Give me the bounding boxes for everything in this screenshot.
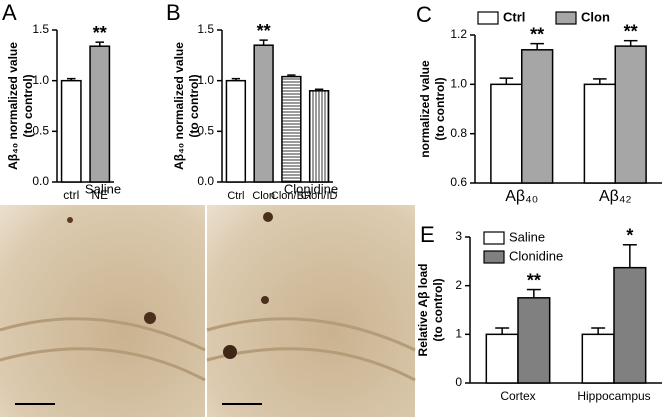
y-tick-label: 0 — [455, 375, 462, 389]
bar — [281, 75, 302, 183]
y-tick-label: 1.0 — [450, 77, 467, 91]
y-tick-label: 1 — [455, 327, 462, 341]
y-tick-label: 3 — [455, 229, 462, 243]
panel-d: D Saline Clonidine — [0, 181, 416, 417]
image-label: Saline — [85, 181, 121, 196]
x-tick-label: Aβ₄₂ — [599, 188, 632, 205]
legend-label: Clon — [581, 9, 610, 24]
legend-label: Ctrl — [503, 9, 525, 24]
y-tick-label: 1.2 — [450, 27, 467, 41]
y-tick-label: 0.0 — [197, 174, 214, 188]
x-tick-label: Ctrl — [227, 190, 244, 202]
y-tick-label: 0.5 — [32, 124, 49, 138]
y-tick-label: 0.6 — [450, 175, 467, 189]
panel-letter: B — [166, 0, 181, 25]
y-tick-label: 2 — [455, 278, 462, 292]
bar — [253, 44, 274, 183]
y-tick-label: 0.0 — [32, 174, 49, 188]
plaque — [263, 212, 273, 222]
legend-swatch — [477, 11, 499, 25]
y-tick-label: 1.0 — [197, 73, 214, 87]
x-tick-label: Clon/ID — [301, 190, 338, 202]
bar — [89, 45, 111, 183]
bar — [225, 79, 247, 183]
y-axis-label: (to control) — [433, 77, 447, 140]
y-tick-label: 0.5 — [197, 124, 214, 138]
legend-label: Saline — [509, 229, 545, 244]
significance: ** — [624, 21, 638, 41]
plaque — [144, 312, 156, 324]
x-tick-label: Aβ₄₀ — [505, 188, 538, 205]
y-tick-label: 1.5 — [32, 22, 49, 36]
y-axis-label: Relative Aβ load — [416, 264, 430, 357]
x-tick-label: Cortex — [500, 389, 535, 403]
y-tick-label: 1.0 — [32, 73, 49, 87]
y-axis-label: (to control) — [21, 74, 35, 137]
y-axis-label: Aβ₄₀ normalized value — [172, 42, 186, 170]
significance: ** — [93, 23, 107, 43]
bar — [60, 79, 82, 183]
tissue-layer — [0, 317, 416, 382]
significance: ** — [527, 270, 541, 290]
x-tick-label: NE — [91, 188, 108, 202]
significance: ** — [257, 21, 271, 41]
bar — [517, 297, 551, 384]
y-tick-label: 0.8 — [450, 126, 467, 140]
y-axis-label: normalized value — [418, 60, 432, 158]
y-tick-label: 1.5 — [197, 22, 214, 36]
plaque — [261, 296, 269, 304]
legend-swatch — [555, 11, 577, 25]
y-axis-label: (to control) — [187, 74, 201, 137]
panel-letter: C — [416, 2, 432, 27]
panel-letter: E — [420, 222, 435, 247]
bar — [613, 266, 647, 384]
panel-letter: A — [2, 0, 17, 25]
plaque — [223, 345, 237, 359]
plaque — [67, 217, 73, 223]
x-tick-label: Clon — [252, 190, 275, 202]
micrograph — [0, 205, 205, 417]
bar — [583, 83, 617, 184]
bar — [485, 333, 519, 384]
significance: ** — [530, 24, 544, 44]
micrograph — [207, 205, 415, 417]
legend-swatch — [483, 250, 505, 264]
bar — [521, 49, 554, 184]
bar — [581, 333, 615, 384]
x-tick-label: Hippocampus — [577, 389, 650, 403]
x-tick-label: Clon/BR — [271, 190, 312, 202]
legend-label: Clonidine — [509, 248, 563, 263]
significance: * — [626, 226, 633, 246]
y-axis-label: Aβ₄₀ normalized value — [6, 42, 20, 170]
y-axis-label: (to control) — [431, 278, 445, 341]
bar — [308, 90, 330, 183]
image-label: Clonidine — [284, 181, 338, 196]
bar — [490, 83, 523, 184]
x-tick-label: ctrl — [63, 188, 79, 202]
legend-swatch — [483, 231, 505, 245]
bar — [614, 45, 647, 184]
